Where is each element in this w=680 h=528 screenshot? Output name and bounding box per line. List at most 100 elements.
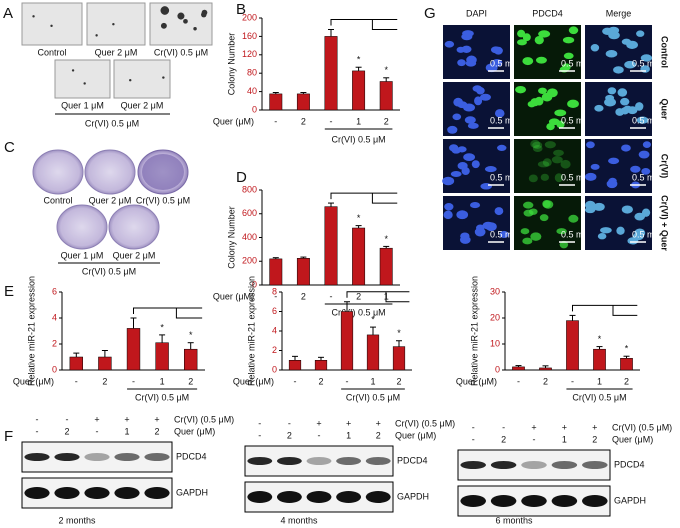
nucleus xyxy=(542,199,551,208)
lane-dose: - xyxy=(472,434,475,444)
bar xyxy=(184,348,198,371)
band xyxy=(306,457,332,465)
lane-dose: 2 xyxy=(501,434,506,444)
y-tick-label: 6 xyxy=(52,286,57,296)
nucleus xyxy=(630,165,641,173)
nucleus xyxy=(542,158,552,167)
x-tick-label: 2 xyxy=(318,376,323,386)
lane-sign: + xyxy=(376,418,381,428)
nucleus xyxy=(636,30,645,37)
comparison-bracket xyxy=(572,304,638,316)
lane-sign: + xyxy=(592,422,597,432)
band xyxy=(247,457,273,465)
bar xyxy=(126,328,141,371)
bar xyxy=(324,206,338,286)
lane-sign: - xyxy=(502,422,505,432)
row-label: Quer (μM) xyxy=(612,434,653,444)
nucleus xyxy=(605,49,618,58)
error-bar xyxy=(383,245,390,249)
column-header: Merge xyxy=(606,8,632,18)
nucleus xyxy=(635,102,644,111)
bar xyxy=(155,342,169,371)
comparison-bracket xyxy=(346,291,410,303)
image-label: Quer 2 μM xyxy=(95,47,138,57)
band xyxy=(24,487,50,499)
error-bar xyxy=(355,225,362,228)
y-axis-label: Relative miR-21 expression xyxy=(469,276,479,386)
panel-label: G xyxy=(424,5,436,22)
band xyxy=(114,453,140,461)
band xyxy=(551,461,578,469)
panel-label: A xyxy=(3,5,13,22)
error-bar xyxy=(344,301,350,312)
bar xyxy=(288,360,302,371)
error-bar xyxy=(130,317,137,329)
y-tick-label: 4 xyxy=(52,312,57,322)
nucleus xyxy=(530,139,541,149)
x-tick-label: 1 xyxy=(160,376,165,386)
nucleus xyxy=(538,87,547,94)
nucleus xyxy=(537,161,550,168)
x-tick-label: 2 xyxy=(301,291,306,301)
nucleus xyxy=(463,153,476,162)
nucleus xyxy=(522,57,534,66)
y-tick-label: 120 xyxy=(242,49,257,59)
nucleus xyxy=(457,101,468,109)
bar xyxy=(379,81,393,111)
row-label: Cr(VI) + Quer xyxy=(660,195,670,251)
colony xyxy=(201,11,207,18)
bar xyxy=(352,70,366,111)
lane-dose: 1 xyxy=(124,426,129,436)
error-bar xyxy=(159,334,166,343)
lane-dose: 2 xyxy=(287,430,292,440)
scale-label: 0.5 mm xyxy=(490,229,520,239)
nucleus xyxy=(442,176,455,186)
row-label: Control xyxy=(660,36,670,68)
nucleus xyxy=(559,240,569,249)
error-bar xyxy=(187,342,194,350)
duration-label: 2 months xyxy=(58,515,96,525)
lane-dose: - xyxy=(96,426,99,436)
band xyxy=(521,461,547,469)
nucleus xyxy=(452,113,462,121)
error-bar xyxy=(596,346,603,350)
y-tick-label: 800 xyxy=(242,184,257,194)
nucleus xyxy=(567,99,579,109)
panel-label: D xyxy=(236,169,247,186)
x-tick-label: 2 xyxy=(396,376,401,386)
x-tick-label: - xyxy=(330,116,333,126)
nucleus xyxy=(608,31,620,40)
nucleus xyxy=(535,56,547,64)
x-tick-label: 1 xyxy=(370,376,375,386)
nucleus xyxy=(539,214,549,222)
band xyxy=(276,457,302,465)
nucleus xyxy=(634,212,646,221)
row-label: Cr(VI) (0.5 μM) xyxy=(612,422,672,432)
nucleus xyxy=(613,66,624,74)
lane-sign: - xyxy=(66,414,69,424)
error-bar xyxy=(300,256,307,259)
image-label: Control xyxy=(37,47,66,57)
nucleus xyxy=(474,96,483,106)
nucleus xyxy=(494,109,505,118)
row-label: Quer xyxy=(660,98,670,120)
band xyxy=(460,495,486,507)
scale-label: 0.5 mm xyxy=(632,229,662,239)
error-bar xyxy=(515,365,522,367)
nucleus xyxy=(562,36,575,44)
lane-sign: + xyxy=(94,414,99,424)
nucleus xyxy=(640,54,653,62)
x-tick-label: - xyxy=(75,376,78,386)
duration-label: 4 months xyxy=(280,515,318,525)
y-tick-label: 0 xyxy=(252,279,257,289)
scale-label: 0.5 mm xyxy=(490,58,520,68)
x-tick-label: 2 xyxy=(543,376,548,386)
nucleus xyxy=(534,96,544,106)
protein-label: PDCD4 xyxy=(614,459,645,469)
y-tick-label: 2 xyxy=(52,338,57,348)
image-label: Quer 2 μM xyxy=(89,195,132,205)
bar xyxy=(392,346,406,371)
nucleus xyxy=(597,233,607,240)
